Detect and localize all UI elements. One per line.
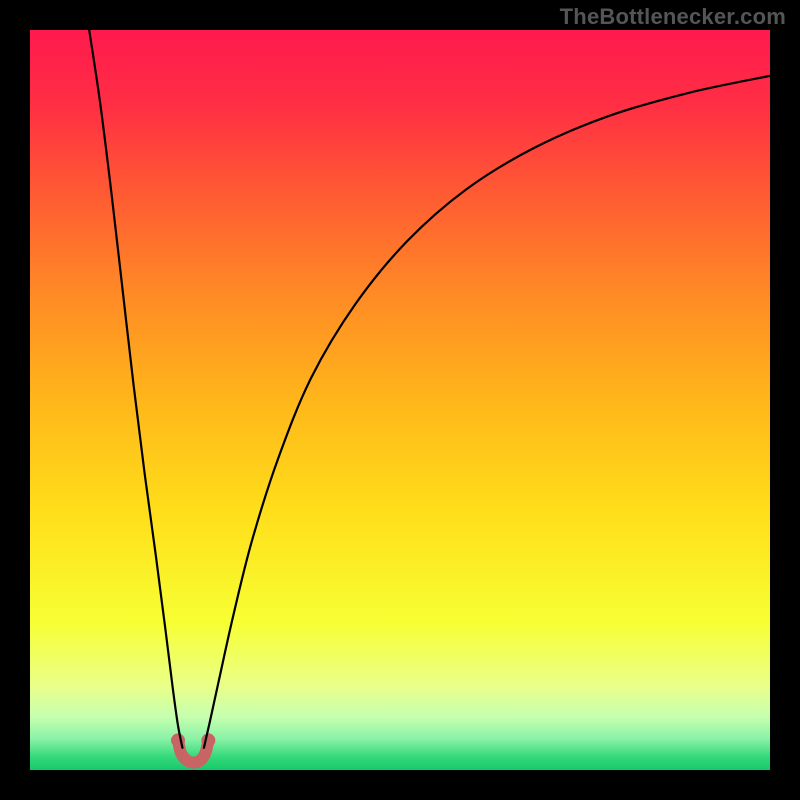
watermark-text: TheBottlenecker.com	[560, 4, 786, 30]
gradient-background	[30, 30, 770, 770]
bottleneck-chart	[30, 30, 770, 770]
